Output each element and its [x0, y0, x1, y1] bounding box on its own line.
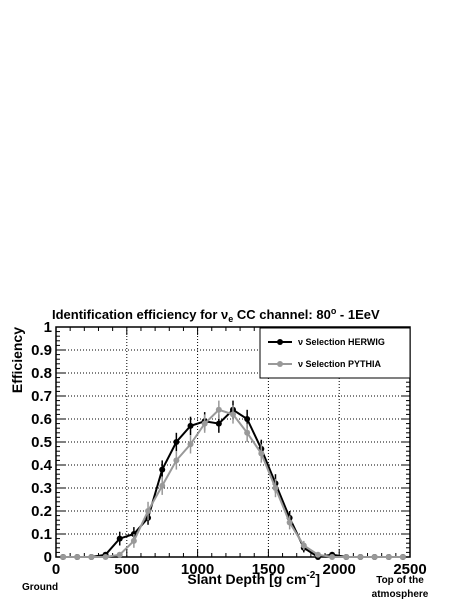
series-line	[63, 408, 403, 558]
data-point	[74, 554, 81, 560]
data-point	[88, 554, 95, 560]
y-tick-label: 0	[44, 549, 52, 566]
legend-entry-pythia: ν Selection PYTHIA	[268, 359, 382, 369]
y-tick-label: 0.6	[31, 411, 52, 428]
legend-label: ν Selection HERWIG	[298, 337, 385, 347]
y-tick-label: 0.1	[31, 526, 52, 543]
data-point	[187, 441, 194, 448]
data-point	[159, 466, 166, 473]
legend-entry-herwig: ν Selection HERWIG	[268, 337, 385, 347]
y-tick-label: 0.9	[31, 342, 52, 359]
x-tick-label: 1000	[181, 561, 214, 578]
data-point	[371, 554, 378, 560]
x-tick-label: 1500	[252, 561, 285, 578]
data-point	[385, 554, 392, 560]
data-point	[215, 420, 222, 427]
data-point	[173, 457, 180, 464]
series-pythia	[60, 400, 406, 560]
legend-marker	[277, 361, 283, 367]
data-point	[300, 542, 307, 549]
y-tick-label: 0.3	[31, 480, 52, 497]
data-point	[173, 439, 180, 445]
data-point	[399, 554, 406, 560]
series-line	[63, 408, 403, 559]
top-of-atmosphere-label-line2: atmosphere	[372, 589, 429, 600]
y-tick-label: 0.2	[31, 503, 52, 520]
data-point	[244, 416, 251, 422]
title-prefix: Identification efficiency for	[52, 307, 221, 322]
y-axis-title: Efficiency	[9, 327, 25, 393]
title-nu-subscript: e	[228, 314, 233, 324]
series-herwig	[60, 400, 406, 560]
data-point	[343, 554, 350, 560]
data-point	[329, 554, 336, 560]
legend-label: ν Selection PYTHIA	[298, 359, 382, 369]
y-tick-label: 0.8	[31, 365, 52, 382]
legend: ν Selection HERWIG ν Selection PYTHIA	[259, 327, 411, 379]
data-point	[314, 551, 321, 558]
x-axis-title-close: ]	[315, 571, 320, 587]
data-point	[272, 485, 279, 491]
ground-label: Ground	[22, 582, 58, 593]
data-point	[357, 554, 364, 560]
x-tick-label: 0	[52, 561, 60, 578]
series-layer	[60, 400, 406, 560]
top-of-atmosphere-label-line1: Top of the	[376, 575, 424, 586]
x-tick-label: 2500	[393, 561, 426, 578]
data-point	[286, 519, 293, 526]
data-point	[145, 508, 152, 514]
data-point	[230, 411, 236, 418]
data-point	[244, 429, 251, 436]
data-point	[116, 535, 123, 542]
x-tick-label: 500	[114, 561, 139, 578]
y-tick-label: 0.5	[31, 434, 52, 451]
data-point	[159, 482, 166, 489]
chart-title: Identification efficiency for νe CC chan…	[52, 306, 380, 324]
data-point	[130, 537, 137, 544]
axis-ticks: 0 500 1000 1500 2000 2500 0 0.1 0.2 0.3 0.4 0.5 0.6 0…	[31, 319, 427, 578]
data-point	[187, 422, 194, 429]
data-point	[215, 406, 222, 413]
y-tick-label: 0.7	[31, 388, 52, 405]
data-point	[258, 450, 265, 457]
grid	[56, 327, 410, 557]
legend-box	[259, 327, 411, 379]
data-point	[102, 554, 109, 560]
data-point	[201, 420, 208, 427]
title-suffix: - 1EeV	[336, 307, 380, 322]
title-mid: CC channel: 80	[233, 307, 331, 322]
legend-marker	[277, 339, 283, 345]
y-tick-label: 0.4	[31, 457, 53, 474]
x-axis-title: Slant Depth [g cm-2]	[187, 570, 320, 587]
data-point	[116, 551, 123, 558]
x-axis-title-superscript: -2	[306, 570, 315, 581]
x-tick-label: 2000	[323, 561, 356, 578]
x-axis-title-main: Slant Depth [g cm	[187, 571, 306, 587]
data-point	[60, 554, 67, 560]
y-tick-label: 1	[44, 319, 52, 336]
title-degree: o	[331, 306, 337, 316]
title-nu: ν	[221, 307, 228, 322]
